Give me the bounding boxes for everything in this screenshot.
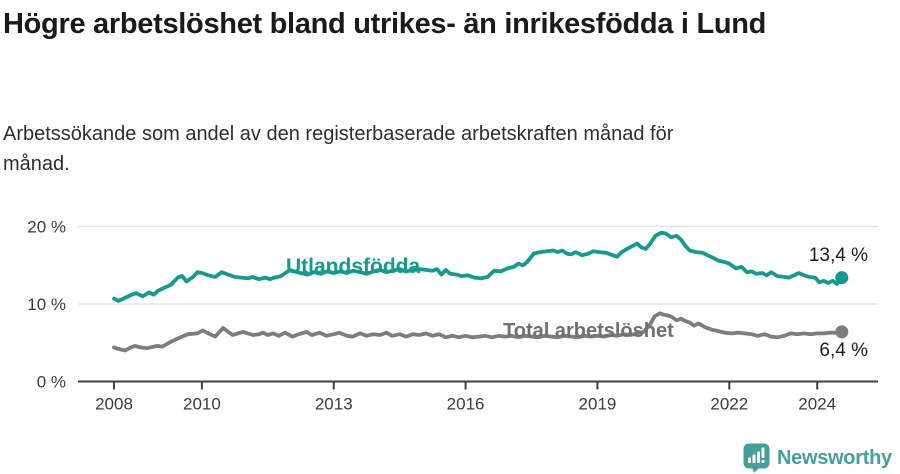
x-axis-labels: 2008 2010 2013 2016 2019 2022 2024 xyxy=(95,395,836,414)
y-tick-label: 0 % xyxy=(37,373,66,392)
x-tick-label: 2010 xyxy=(183,395,221,414)
gridlines xyxy=(78,225,878,305)
series-line-0 xyxy=(112,230,844,303)
series-lines xyxy=(112,230,849,353)
y-tick-label: 10 % xyxy=(27,295,66,314)
newsworthy-logo: Newsworthy xyxy=(743,443,892,473)
x-axis xyxy=(78,380,878,390)
newsworthy-wordmark: Newsworthy xyxy=(777,446,892,469)
end-value-label-utlandsfodda: 13,4 % xyxy=(808,245,868,266)
series-end-dot-0 xyxy=(835,271,849,285)
series-label-utlandsfodda: Utlandsfödda xyxy=(286,255,421,278)
end-value-label-total-arbetsloshet: 6,4 % xyxy=(819,340,868,361)
y-tick-label: 20 % xyxy=(27,218,66,237)
chart-title: Högre arbetslöshet bland utrikes- än inr… xyxy=(3,8,767,40)
series-label-total-arbetsloshet: Total arbetslöshet xyxy=(503,320,674,342)
x-tick-label: 2016 xyxy=(447,395,485,414)
x-tick-label: 2013 xyxy=(315,395,353,414)
y-axis-labels: 0 % 10 % 20 % xyxy=(27,218,66,392)
x-tick-label: 2024 xyxy=(798,395,836,414)
x-tick-label: 2008 xyxy=(95,395,133,414)
newsworthy-bubble-chart-icon xyxy=(743,443,770,473)
x-tick-label: 2019 xyxy=(579,395,617,414)
x-tick-label: 2022 xyxy=(710,395,748,414)
chart-subtitle: Arbetssökande som andel av den registerb… xyxy=(3,123,674,175)
series-line-1 xyxy=(112,311,844,353)
series-end-dot-1 xyxy=(835,325,849,339)
